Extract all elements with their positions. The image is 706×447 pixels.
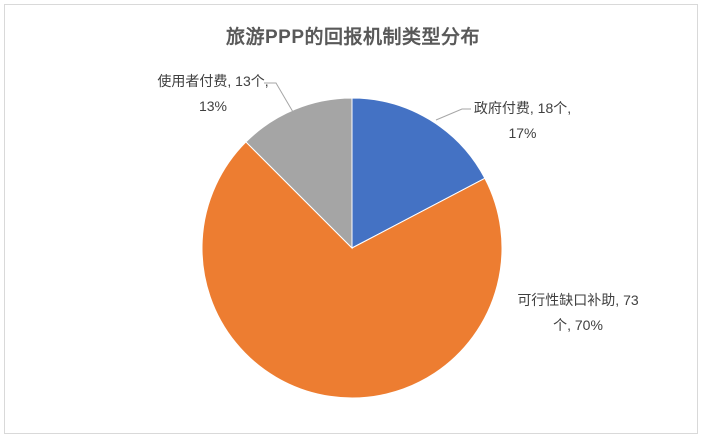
data-label-gov-pay: 政府付费, 18个, 17% — [450, 96, 595, 146]
data-label-gov-pay-line2: 17% — [508, 125, 537, 141]
data-label-viability-gap-subsidy-line2: 个, 70% — [553, 317, 603, 333]
data-label-user-pay-line1: 使用者付费, 13个, — [157, 73, 269, 89]
pie-slice-viability-gap-subsidy — [201, 141, 503, 399]
data-label-user-pay: 使用者付费, 13个, 13% — [143, 69, 283, 119]
data-label-user-pay-line2: 13% — [198, 98, 228, 114]
leader-line-user-pay — [264, 82, 294, 113]
pie-slice-gov-pay — [351, 97, 486, 249]
chart-title: 旅游PPP的回报机制类型分布 — [225, 27, 481, 48]
pie-slice-user-pay — [245, 97, 353, 250]
pie-slices — [201, 97, 503, 399]
data-label-gov-pay-line1: 政府付费, 18个, — [473, 100, 572, 116]
leader-line-gov-pay — [435, 108, 471, 121]
data-label-viability-gap-subsidy-line1: 可行性缺口补助, 73 — [517, 292, 639, 308]
data-label-viability-gap-subsidy: 可行性缺口补助, 73 个, 70% — [505, 288, 651, 338]
